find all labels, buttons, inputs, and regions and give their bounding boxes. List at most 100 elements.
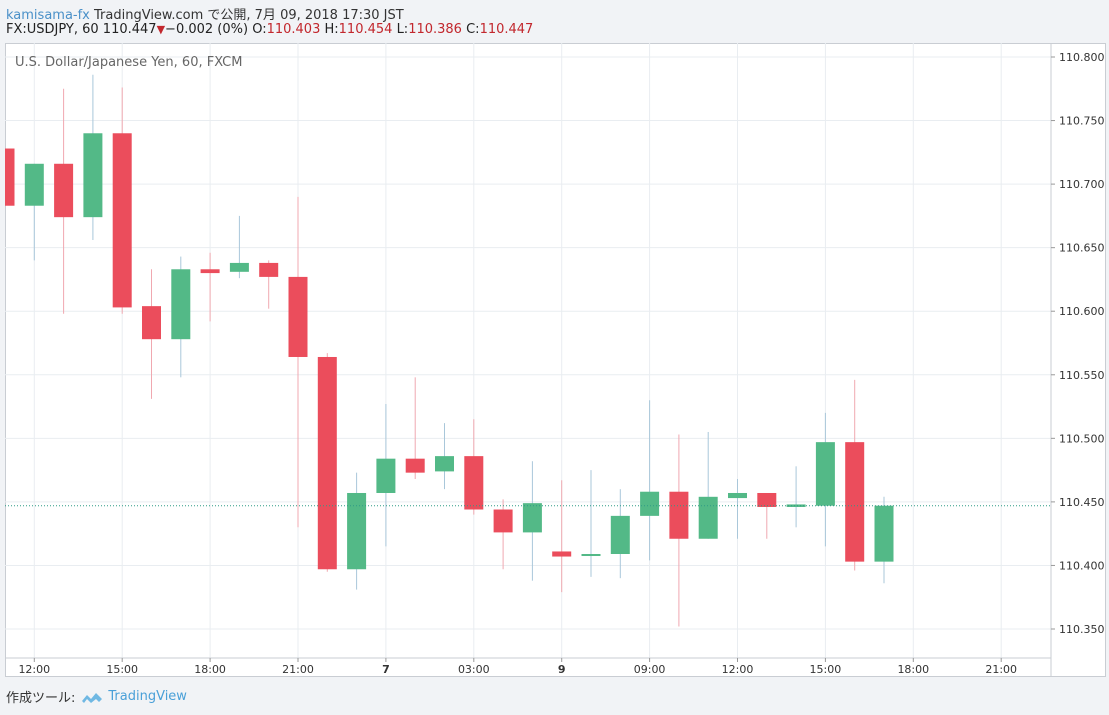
symbol-info: FX:USDJPY, 60 110.447▼−0.002 (0%) O:110.… — [6, 22, 533, 37]
candle-body — [581, 554, 601, 557]
made-with-label: 作成ツール: — [6, 691, 76, 706]
candle-down[interactable] — [405, 377, 425, 480]
candlestick-chart[interactable]: U.S. Dollar/Japanese Yen, 60, FXCM 110.3… — [5, 43, 1106, 677]
x-tick-label: 15:00 — [810, 663, 842, 676]
candle-body — [405, 458, 425, 473]
y-tick-label: 110.550 — [1059, 369, 1105, 382]
y-tick-label: 110.450 — [1059, 496, 1105, 509]
candle-up[interactable] — [376, 404, 396, 547]
high-value: 110.454 — [338, 22, 393, 37]
x-tick-label: 7 — [382, 663, 390, 676]
low-value: 110.386 — [408, 22, 462, 37]
candle-down[interactable] — [54, 88, 74, 314]
candle-body — [815, 442, 835, 506]
candle-body — [874, 505, 894, 562]
candle-body — [83, 133, 103, 218]
symbol-label: FX:USDJPY, 60 110.447 — [6, 22, 157, 37]
candle-up[interactable] — [786, 466, 806, 528]
candle-up[interactable] — [435, 423, 454, 490]
candle-up[interactable] — [874, 496, 894, 584]
author-link[interactable]: kamisama-fx — [6, 8, 90, 23]
low-label: L: — [396, 22, 409, 37]
candle-body — [728, 492, 747, 499]
candle-down[interactable] — [142, 269, 161, 399]
candle-down[interactable] — [464, 419, 484, 515]
y-tick-label: 110.350 — [1059, 623, 1105, 636]
candle-body — [493, 509, 513, 533]
y-tick-label: 110.600 — [1059, 305, 1105, 318]
candle-body — [669, 491, 689, 539]
candle-body — [112, 133, 132, 308]
y-tick-label: 110.750 — [1059, 115, 1105, 128]
candle-body — [347, 492, 367, 570]
candle-up[interactable] — [640, 400, 660, 561]
candle-up[interactable] — [698, 431, 718, 539]
candle-body — [259, 262, 279, 277]
candle-body — [5, 148, 15, 206]
y-tick-label: 110.400 — [1059, 559, 1105, 572]
price-change: −0.002 (0%) — [165, 22, 249, 37]
candle-body — [200, 269, 220, 274]
x-tick-label: 18:00 — [194, 663, 226, 676]
candle-body — [317, 356, 337, 570]
candle-body — [757, 492, 777, 507]
triangle-down-icon: ▼ — [156, 23, 166, 36]
candle-up[interactable] — [581, 470, 601, 577]
chart-panel — [5, 43, 1106, 677]
candle-body — [640, 491, 660, 516]
publish-info: kamisama-fx TradingView.com で公開, 7月 09, … — [6, 4, 404, 23]
x-tick-label: 12:00 — [722, 663, 754, 676]
candle-up[interactable] — [24, 163, 44, 261]
candle-down[interactable] — [552, 480, 572, 593]
candle-body — [171, 269, 191, 340]
candle-body — [522, 503, 542, 533]
x-tick-label: 09:00 — [634, 663, 666, 676]
candle-down[interactable] — [288, 196, 308, 528]
tradingview-brand: TradingView — [108, 689, 187, 704]
candle-body — [845, 442, 865, 562]
candle-body — [229, 262, 249, 272]
candle-body — [786, 504, 806, 507]
close-label: C: — [466, 22, 480, 37]
publish-text: TradingView.com で公開, 7月 09, 2018 17:30 J… — [94, 8, 404, 23]
y-tick-label: 110.800 — [1059, 51, 1105, 64]
candle-up[interactable] — [171, 256, 191, 378]
candle-down[interactable] — [5, 148, 15, 206]
candle-down[interactable] — [845, 379, 865, 571]
candle-down[interactable] — [493, 499, 513, 570]
candle-down[interactable] — [669, 434, 689, 627]
candle-up[interactable] — [815, 412, 835, 547]
x-tick-label: 12:00 — [18, 663, 50, 676]
y-tick-label: 110.650 — [1059, 242, 1105, 255]
tradingview-logo-icon — [82, 692, 103, 703]
tradingview-link[interactable]: TradingView — [81, 689, 187, 704]
candle-body — [464, 456, 484, 510]
y-tick-label: 110.700 — [1059, 178, 1105, 191]
open-value: 110.403 — [266, 22, 321, 37]
footer: 作成ツール: TradingView — [6, 687, 187, 706]
candle-body — [54, 163, 74, 218]
candle-up[interactable] — [229, 215, 249, 279]
candle-up[interactable] — [522, 461, 542, 581]
candle-down[interactable] — [112, 87, 132, 314]
chart-title: U.S. Dollar/Japanese Yen, 60, FXCM — [15, 55, 242, 70]
candle-down[interactable] — [200, 252, 220, 322]
candle-down[interactable] — [259, 260, 279, 309]
candle-up[interactable] — [83, 74, 103, 241]
x-tick-label: 21:00 — [985, 663, 1017, 676]
candle-body — [552, 551, 572, 557]
candle-up[interactable] — [610, 489, 630, 579]
candle-down[interactable] — [317, 353, 337, 572]
high-label: H: — [324, 22, 339, 37]
open-label: O: — [252, 22, 267, 37]
candle-body — [698, 496, 718, 539]
candle-up[interactable] — [347, 472, 367, 590]
x-tick-label: 9 — [558, 663, 566, 676]
x-tick-label: 21:00 — [282, 663, 314, 676]
candle-body — [142, 306, 161, 340]
x-tick-label: 03:00 — [458, 663, 490, 676]
candle-body — [610, 515, 630, 555]
close-value: 110.447 — [479, 22, 534, 37]
candle-down[interactable] — [757, 492, 777, 539]
candle-up[interactable] — [728, 479, 747, 539]
